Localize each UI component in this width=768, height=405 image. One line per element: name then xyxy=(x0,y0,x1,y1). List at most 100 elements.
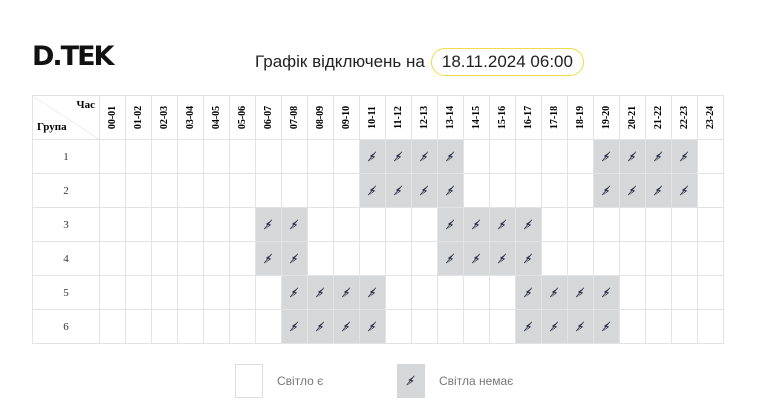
outage-cell: ⚡̸ xyxy=(281,241,308,276)
power-on-cell xyxy=(255,309,282,344)
hour-header: 20-21 xyxy=(619,95,646,140)
outage-cell: ⚡̸ xyxy=(645,173,672,208)
legend-on-label: Світло є xyxy=(277,374,324,388)
power-on-cell xyxy=(307,207,334,242)
power-on-cell xyxy=(697,207,724,242)
legend-light-off: ⚡̸ Світла немає xyxy=(397,364,513,398)
hour-header-label: 06-07 xyxy=(263,105,274,130)
power-off-plug-icon: ⚡̸ xyxy=(602,285,611,300)
outage-cell: ⚡̸ xyxy=(645,139,672,174)
outage-cell: ⚡̸ xyxy=(359,309,386,344)
power-on-cell xyxy=(697,241,724,276)
power-on-cell xyxy=(177,275,204,310)
power-off-plug-icon: ⚡̸ xyxy=(472,251,481,266)
outage-cell: ⚡̸ xyxy=(437,207,464,242)
power-on-cell xyxy=(463,275,490,310)
hour-header: 02-03 xyxy=(151,95,178,140)
power-off-plug-icon: ⚡̸ xyxy=(446,149,455,164)
outage-cell: ⚡̸ xyxy=(593,275,620,310)
group-name: 2 xyxy=(32,173,100,208)
power-on-cell xyxy=(541,207,568,242)
power-on-cell xyxy=(307,139,334,174)
power-off-plug-icon: ⚡̸ xyxy=(368,149,377,164)
power-off-plug-icon: ⚡̸ xyxy=(316,285,325,300)
power-on-cell xyxy=(645,275,672,310)
power-off-plug-icon: ⚡̸ xyxy=(446,251,455,266)
hour-header-label: 00-01 xyxy=(107,105,118,130)
power-off-plug-icon: ⚡̸ xyxy=(394,183,403,198)
outage-cell: ⚡̸ xyxy=(593,173,620,208)
power-on-cell xyxy=(697,275,724,310)
power-on-cell xyxy=(125,241,152,276)
power-on-cell xyxy=(177,241,204,276)
outage-cell: ⚡̸ xyxy=(307,309,334,344)
outage-cell: ⚡̸ xyxy=(359,275,386,310)
schedule-title: Графік відключень на xyxy=(255,52,425,71)
outage-cell: ⚡̸ xyxy=(255,241,282,276)
power-on-cell xyxy=(567,241,594,276)
power-on-cell xyxy=(411,275,438,310)
outage-cell: ⚡̸ xyxy=(515,207,542,242)
hour-header-label: 22-23 xyxy=(679,105,690,130)
hour-header: 11-12 xyxy=(385,95,412,140)
power-off-plug-icon: ⚡̸ xyxy=(524,285,533,300)
power-off-plug-icon: ⚡̸ xyxy=(654,183,663,198)
hour-header: 05-06 xyxy=(229,95,256,140)
outage-cell: ⚡̸ xyxy=(359,173,386,208)
power-on-cell xyxy=(203,173,230,208)
hour-header: 06-07 xyxy=(255,95,282,140)
power-off-plug-icon: ⚡̸ xyxy=(498,217,507,232)
power-on-cell xyxy=(619,309,646,344)
hour-header-label: 19-20 xyxy=(601,105,612,130)
power-off-plug-icon: ⚡̸ xyxy=(420,149,429,164)
hour-header: 10-11 xyxy=(359,95,386,140)
power-on-cell xyxy=(567,173,594,208)
power-off-plug-icon: ⚡̸ xyxy=(342,319,351,334)
group-name: 3 xyxy=(32,207,100,242)
outage-cell: ⚡̸ xyxy=(515,241,542,276)
hour-header: 04-05 xyxy=(203,95,230,140)
power-on-cell xyxy=(411,309,438,344)
hour-header: 23-24 xyxy=(697,95,724,140)
power-on-cell xyxy=(697,139,724,174)
power-on-cell xyxy=(151,173,178,208)
outage-cell: ⚡̸ xyxy=(359,139,386,174)
legend-off-label: Світла немає xyxy=(439,374,514,388)
group-row: 5 ⚡̸ ⚡̸ ⚡̸ ⚡̸ ⚡̸ ⚡̸ ⚡̸ ⚡̸ xyxy=(32,275,724,310)
power-off-plug-icon: ⚡̸ xyxy=(290,251,299,266)
group-name: 6 xyxy=(32,309,100,344)
outage-cell: ⚡̸ xyxy=(411,139,438,174)
power-on-cell xyxy=(151,309,178,344)
power-off-plug-icon: ⚡̸ xyxy=(290,285,299,300)
power-on-cell xyxy=(671,241,698,276)
hour-header: 17-18 xyxy=(541,95,568,140)
hour-header: 03-04 xyxy=(177,95,204,140)
outage-cell: ⚡̸ xyxy=(671,139,698,174)
power-on-cell xyxy=(385,309,412,344)
power-off-plug-icon: ⚡̸ xyxy=(264,217,273,232)
schedule-header: Графік відключень на 18.11.2024 06:00 xyxy=(255,48,584,76)
legend-light-on: Світло є xyxy=(235,364,323,398)
power-on-cell xyxy=(229,139,256,174)
outage-cell: ⚡̸ xyxy=(541,309,568,344)
power-on-cell xyxy=(541,241,568,276)
power-on-cell xyxy=(697,309,724,344)
power-on-cell xyxy=(489,275,516,310)
power-on-cell xyxy=(177,139,204,174)
power-off-plug-icon: ⚡̸ xyxy=(654,149,663,164)
power-on-cell xyxy=(567,139,594,174)
outage-cell: ⚡̸ xyxy=(619,139,646,174)
power-on-cell xyxy=(411,207,438,242)
hour-header-label: 17-18 xyxy=(549,105,560,130)
outage-cell: ⚡̸ xyxy=(463,207,490,242)
hour-header: 16-17 xyxy=(515,95,542,140)
power-on-cell xyxy=(463,309,490,344)
power-off-plug-icon: ⚡̸ xyxy=(290,319,299,334)
power-off-plug-icon: ⚡̸ xyxy=(406,374,416,388)
hour-label: Час xyxy=(76,99,95,111)
power-on-cell xyxy=(125,275,152,310)
hour-header-label: 03-04 xyxy=(185,105,196,130)
power-on-cell xyxy=(333,139,360,174)
power-on-cell xyxy=(203,207,230,242)
power-off-plug-icon: ⚡̸ xyxy=(498,251,507,266)
